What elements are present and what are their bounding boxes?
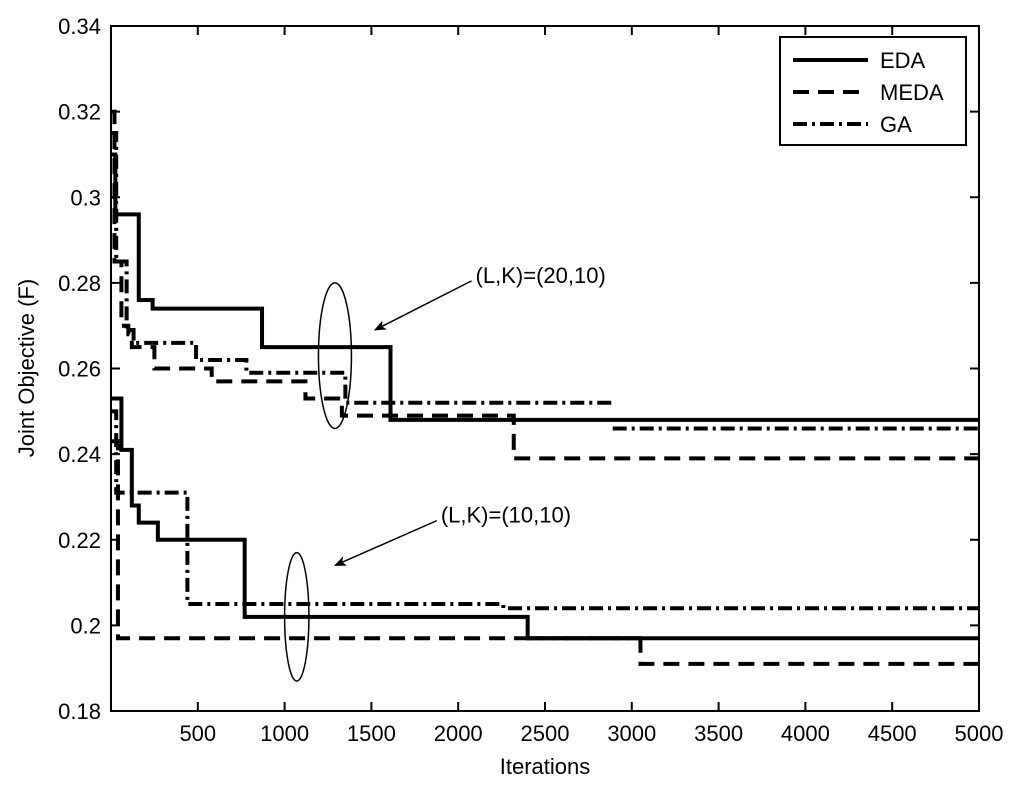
x-tick-label: 2000 xyxy=(434,721,483,746)
annotation-arrow-2 xyxy=(334,519,438,567)
x-tick-label: 4500 xyxy=(868,721,917,746)
series-eda-20-10-line xyxy=(111,152,979,422)
legend-eda-label: EDA xyxy=(880,48,926,73)
ticks-layer: 500 1000 1500 2000 2500 3000 3500 4000 4500 5000 0… xyxy=(58,14,1003,746)
y-tick-label: 0.24 xyxy=(58,442,101,467)
y-axis-title: Joint Objective (F) xyxy=(14,279,39,458)
x-tick-label: 5000 xyxy=(955,721,1004,746)
y-tick-label: 0.22 xyxy=(58,528,101,553)
y-tick-label: 0.3 xyxy=(70,185,101,210)
series-eda-10-10-line xyxy=(111,396,979,641)
x-tick-label: 3000 xyxy=(607,721,656,746)
x-axis-title: Iterations xyxy=(500,754,591,779)
annotation-label-1: (L,K)=(20,10) xyxy=(476,263,606,288)
legend: EDA MEDA GA xyxy=(779,36,967,146)
x-tick-label: 1000 xyxy=(260,721,309,746)
x-tick-label: 4000 xyxy=(781,721,830,746)
x-tick-label: 1500 xyxy=(347,721,396,746)
legend-ga-label: GA xyxy=(880,112,912,137)
annotation-ellipse-1 xyxy=(317,282,353,430)
x-tick-label: 500 xyxy=(179,721,216,746)
x-tick-label: 3500 xyxy=(694,721,743,746)
y-tick-label: 0.34 xyxy=(58,14,101,39)
series-meda-20-10-line xyxy=(111,109,979,461)
series-layer xyxy=(111,109,979,666)
annotation-layer: (L,K)=(20,10) (L,K)=(10,10) xyxy=(283,263,606,682)
legend-box xyxy=(779,36,967,146)
series-ga-10-10-line xyxy=(111,409,979,611)
y-tick-label: 0.28 xyxy=(58,271,101,296)
series-ga-20-10-line xyxy=(111,131,613,405)
annotation-arrow-1 xyxy=(373,280,472,331)
y-tick-label: 0.2 xyxy=(70,613,101,638)
x-tick-label: 2500 xyxy=(521,721,570,746)
legend-meda-label: MEDA xyxy=(880,80,944,105)
annotation-label-2: (L,K)=(10,10) xyxy=(441,503,571,528)
y-tick-label: 0.32 xyxy=(58,100,101,125)
annotation-ellipse-2 xyxy=(283,551,310,682)
y-tick-label: 0.18 xyxy=(58,699,101,724)
y-tick-label: 0.26 xyxy=(58,357,101,382)
